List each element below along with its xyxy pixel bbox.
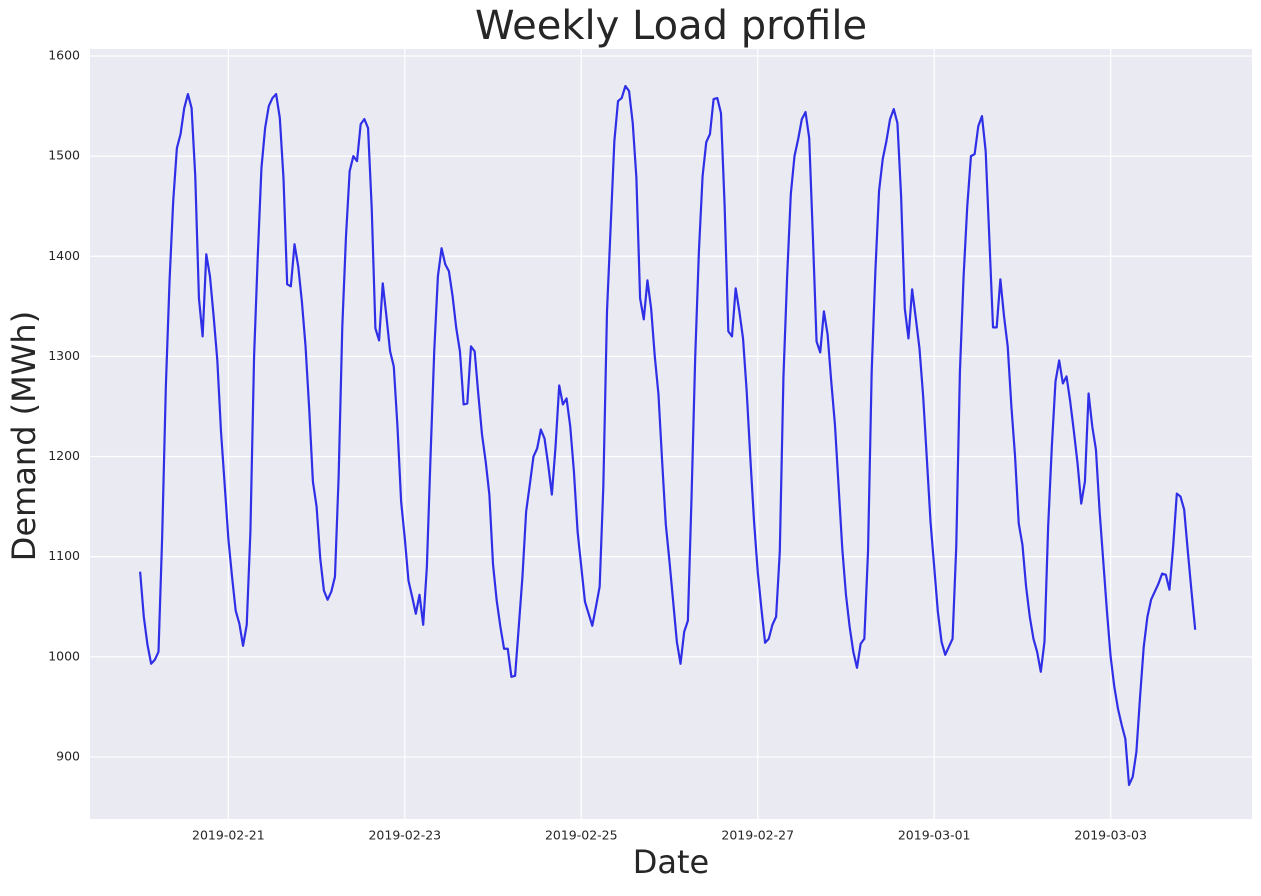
y-tick-label: 1100 bbox=[48, 548, 80, 563]
x-tick-label: 2019-02-21 bbox=[192, 828, 265, 843]
plot-area bbox=[90, 49, 1252, 819]
y-tick-label: 1300 bbox=[48, 348, 80, 363]
x-tick-label: 2019-02-27 bbox=[721, 828, 794, 843]
x-tick-label: 2019-02-25 bbox=[545, 828, 618, 843]
y-tick-label: 1400 bbox=[48, 248, 80, 263]
y-tick-label: 900 bbox=[56, 748, 80, 763]
x-tick-label: 2019-02-23 bbox=[368, 828, 441, 843]
y-tick-label: 1600 bbox=[48, 48, 80, 63]
x-tick-label: 2019-03-01 bbox=[898, 828, 971, 843]
x-axis-label: Date bbox=[633, 843, 709, 881]
data-line bbox=[139, 84, 1197, 787]
chart-title: Weekly Load profile bbox=[475, 3, 867, 49]
y-tick-label: 1200 bbox=[48, 448, 80, 463]
x-tick-label: 2019-03-03 bbox=[1074, 828, 1147, 843]
y-tick-label: 1500 bbox=[48, 148, 80, 163]
y-axis-label: Demand (MWh) bbox=[5, 311, 43, 561]
y-tick-label: 1000 bbox=[48, 648, 80, 663]
